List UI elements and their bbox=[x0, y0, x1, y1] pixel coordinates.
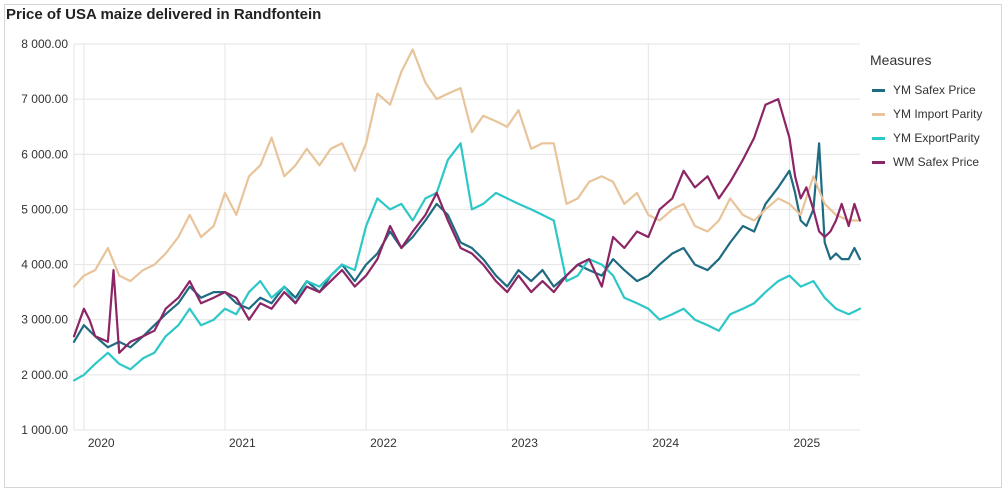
legend-label: WM Safex Price bbox=[893, 155, 980, 169]
legend-swatch bbox=[872, 160, 885, 164]
legend-item-ym-import-parity[interactable]: YM Import Parity bbox=[866, 102, 1002, 126]
legend-swatch bbox=[872, 112, 885, 116]
series-line-ym-exportparity bbox=[72, 142, 862, 382]
x-tick-label: 2020 bbox=[88, 436, 115, 450]
y-tick-label: 3 000.00 bbox=[21, 313, 68, 327]
x-tick-label: 2023 bbox=[511, 436, 538, 450]
legend-item-ym-exportparity[interactable]: YM ExportParity bbox=[866, 126, 1002, 150]
x-tick-label: 2025 bbox=[793, 436, 820, 450]
legend-title: Measures bbox=[870, 52, 932, 68]
legend-label: YM Safex Price bbox=[893, 83, 976, 97]
y-tick-label: 8 000.00 bbox=[21, 37, 68, 51]
chart-title: Price of USA maize delivered in Randfont… bbox=[6, 6, 322, 23]
x-tick-label: 2021 bbox=[229, 436, 256, 450]
y-tick-label: 1 000.00 bbox=[21, 423, 68, 437]
legend-swatch bbox=[872, 136, 885, 140]
legend: Measures YM Safex Price YM Import Parity Y… bbox=[866, 52, 1002, 174]
legend-label: YM ExportParity bbox=[893, 131, 980, 145]
legend-item-ym-safex-price[interactable]: YM Safex Price bbox=[866, 78, 1002, 102]
legend-swatch bbox=[872, 88, 885, 92]
x-tick-label: 2024 bbox=[652, 436, 679, 450]
axis-layer: 1 000.00 2 000.00 3 000.00 4 000.00 5 000.00… bbox=[21, 37, 820, 450]
y-tick-label: 6 000.00 bbox=[21, 147, 68, 161]
x-tick-label: 2022 bbox=[370, 436, 397, 450]
series-layer bbox=[72, 48, 862, 382]
y-tick-label: 4 000.00 bbox=[21, 258, 68, 272]
legend-label: YM Import Parity bbox=[893, 107, 983, 121]
legend-item-wm-safex-price[interactable]: WM Safex Price bbox=[866, 150, 1002, 174]
y-tick-label: 7 000.00 bbox=[21, 92, 68, 106]
series-line-ym-safex-price bbox=[72, 142, 862, 349]
series-line-ym-import-parity bbox=[72, 48, 862, 288]
y-tick-label: 5 000.00 bbox=[21, 202, 68, 216]
grid-layer bbox=[73, 43, 860, 431]
y-tick-label: 2 000.00 bbox=[21, 368, 68, 382]
series-line-wm-safex-price bbox=[72, 97, 862, 354]
